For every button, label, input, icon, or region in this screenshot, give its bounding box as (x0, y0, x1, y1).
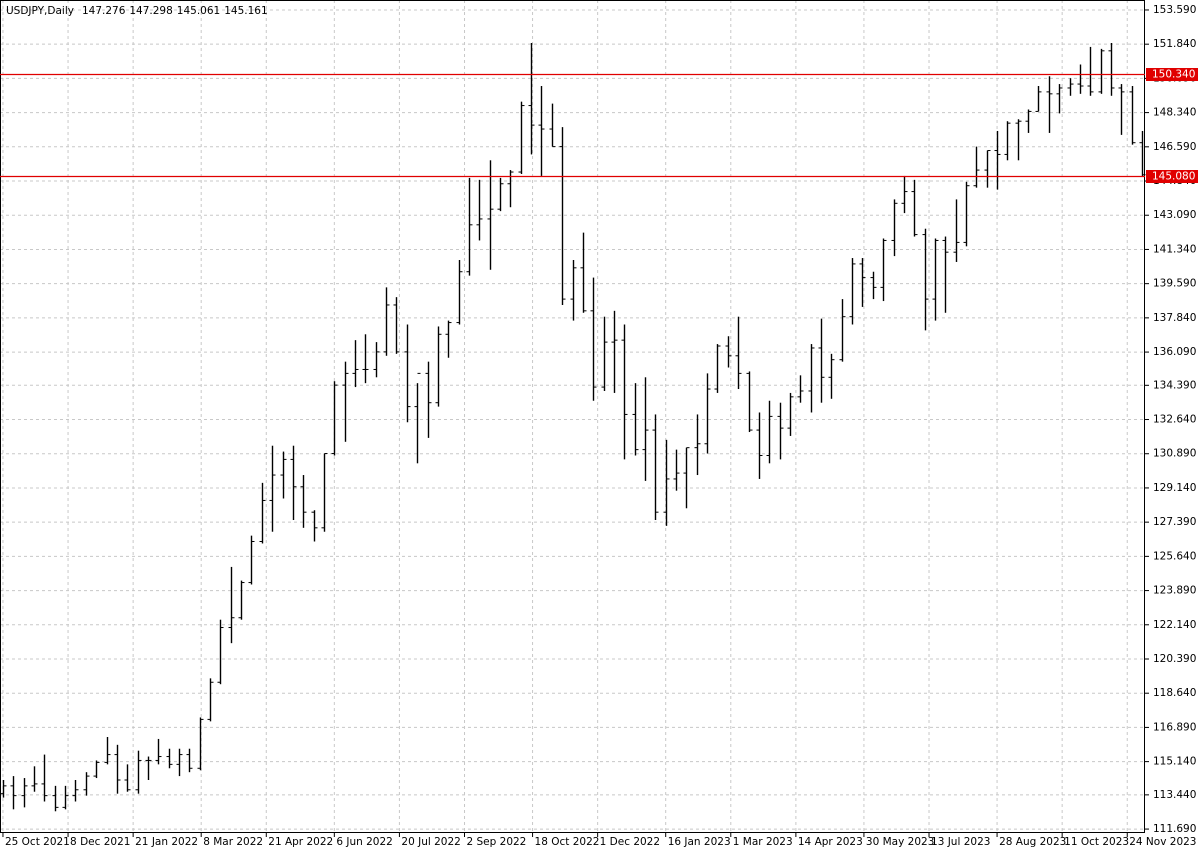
x-tick-label: 8 Mar 2022 (203, 836, 263, 848)
price-label: 150.340 (1152, 69, 1195, 81)
x-tick-label: 11 Oct 2023 (1064, 836, 1129, 848)
y-tick-label: 130.890 (1153, 448, 1196, 460)
x-tick-label: 8 Dec 2021 (70, 836, 130, 848)
info-value: 147.298 (129, 5, 172, 17)
y-tick-label: 137.840 (1153, 312, 1196, 324)
x-tick-label: 28 Aug 2023 (999, 836, 1066, 848)
x-tick-label: 16 Jan 2023 (668, 836, 731, 848)
y-tick-label: 123.890 (1153, 585, 1196, 597)
y-tick-label: 113.440 (1153, 789, 1196, 801)
info-value: 147.276 (82, 5, 126, 17)
x-tick-label: 13 Jul 2023 (931, 836, 990, 848)
y-tick-label: 116.890 (1153, 721, 1196, 733)
y-tick-label: 120.390 (1153, 653, 1196, 665)
y-tick-label: 129.140 (1153, 482, 1196, 494)
y-tick-label: 139.590 (1153, 278, 1196, 290)
y-tick-label: 143.090 (1153, 209, 1196, 221)
x-tick-label: 2 Sep 2022 (467, 836, 527, 848)
y-tick-label: 132.640 (1153, 414, 1196, 426)
x-tick-label: 25 Oct 2021 (5, 836, 70, 848)
y-tick-label: 118.640 (1153, 687, 1196, 699)
x-tick-label: 6 Jun 2022 (336, 836, 392, 848)
x-tick-label: 18 Oct 2022 (535, 836, 600, 848)
y-tick-label: 148.340 (1153, 107, 1196, 119)
x-tick-label: 21 Apr 2022 (268, 836, 333, 848)
y-tick-label: 125.640 (1153, 550, 1196, 562)
y-tick-label: 115.140 (1153, 756, 1196, 768)
x-tick-label: 21 Jan 2022 (135, 836, 198, 848)
info-value: 145.161 (224, 5, 267, 17)
y-tick-label: 151.840 (1153, 38, 1196, 50)
price-label: 145.080 (1152, 171, 1195, 183)
y-tick-label: 111.690 (1153, 823, 1196, 835)
x-tick-label: 14 Apr 2023 (798, 836, 863, 848)
y-tick-label: 136.090 (1153, 346, 1196, 358)
y-tick-label: 141.340 (1153, 243, 1196, 255)
symbol: USDJPY,Daily (6, 5, 74, 17)
x-tick-label: 30 May 2023 (866, 836, 934, 848)
x-tick-label: 1 Mar 2023 (733, 836, 793, 848)
x-tick-label: 20 Jul 2022 (401, 836, 460, 848)
y-tick-label: 127.390 (1153, 516, 1196, 528)
x-tick-label: 24 Nov 2023 (1129, 836, 1196, 848)
bars (0, 43, 1146, 812)
overlay: 150.340 145.080 (0, 68, 1198, 183)
y-tick-label: 146.590 (1153, 141, 1196, 153)
chart-title: USDJPY,Daily 147.276 147.298 145.061 145.161 (6, 5, 268, 17)
plot-frame (0, 0, 1145, 833)
x-tick-label: 1 Dec 2022 (600, 836, 660, 848)
y-tick-label: 153.590 (1153, 4, 1196, 16)
info-value: 145.061 (177, 5, 220, 17)
y-tick-label: 134.390 (1153, 379, 1196, 391)
y-tick-label: 122.140 (1153, 619, 1196, 631)
price-label-box (1146, 170, 1198, 183)
price-label-box (1146, 68, 1198, 81)
